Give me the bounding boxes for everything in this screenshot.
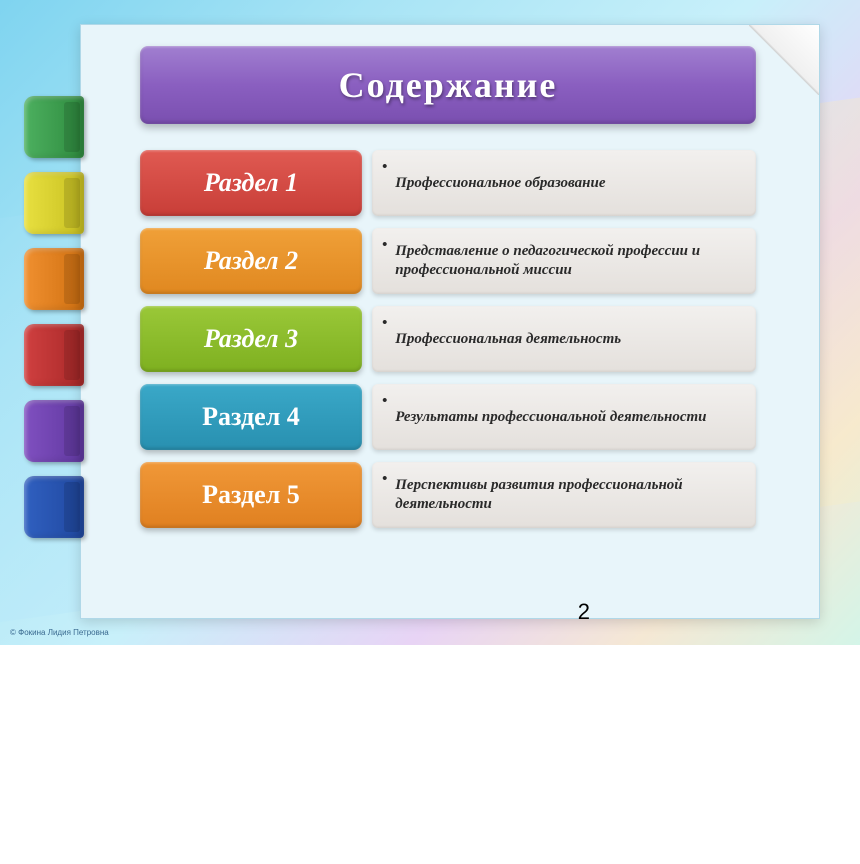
- section-row: Раздел 1 • Профессиональное образование: [140, 150, 756, 216]
- section-description: • Представление о педагогической професси…: [372, 228, 756, 294]
- title-bar: Содержание: [140, 46, 756, 124]
- page-curl-icon: [749, 25, 819, 95]
- side-tab: [24, 400, 84, 462]
- section-description: • Профессиональная деятельность: [372, 306, 756, 372]
- section-label: Раздел 4: [140, 384, 362, 450]
- side-tab: [24, 248, 84, 310]
- section-label: Раздел 3: [140, 306, 362, 372]
- slide-background: Содержание Раздел 1 • Профессиональное обр…: [0, 0, 860, 645]
- bullet-icon: •: [382, 470, 387, 489]
- side-tab: [24, 324, 84, 386]
- section-description-text: Профессиональное образование: [395, 174, 605, 193]
- section-description-text: Результаты профессиональной деятельности: [395, 408, 706, 427]
- section-row: Раздел 2 • Представление о педагогической …: [140, 228, 756, 294]
- section-label: Раздел 2: [140, 228, 362, 294]
- section-description: • Перспективы развития профессиональной д…: [372, 462, 756, 528]
- section-description-text: Профессиональная деятельность: [395, 330, 621, 349]
- section-description-text: Представление о педагогической профессии…: [395, 242, 742, 280]
- copyright-text: © Фокина Лидия Петровна: [10, 628, 109, 637]
- section-description: • Профессиональное образование: [372, 150, 756, 216]
- section-description: • Результаты профессиональной деятельност…: [372, 384, 756, 450]
- side-tab: [24, 172, 84, 234]
- bullet-icon: •: [382, 236, 387, 255]
- bullet-icon: •: [382, 158, 387, 177]
- section-row: Раздел 5 • Перспективы развития профессион…: [140, 462, 756, 528]
- section-label: Раздел 5: [140, 462, 362, 528]
- section-description-text: Перспективы развития профессиональной де…: [395, 476, 742, 514]
- section-row: Раздел 4 • Результаты профессиональной дея…: [140, 384, 756, 450]
- bullet-icon: •: [382, 314, 387, 333]
- side-tabs: [24, 96, 84, 552]
- side-tab: [24, 476, 84, 538]
- bullet-icon: •: [382, 392, 387, 411]
- page-title: Содержание: [339, 64, 558, 106]
- side-tab: [24, 96, 84, 158]
- section-row: Раздел 3 • Профессиональная деятельность: [140, 306, 756, 372]
- sections-list: Раздел 1•Профессиональное образованиеРаз…: [140, 150, 756, 540]
- section-label: Раздел 1: [140, 150, 362, 216]
- page-number: 2: [578, 599, 590, 625]
